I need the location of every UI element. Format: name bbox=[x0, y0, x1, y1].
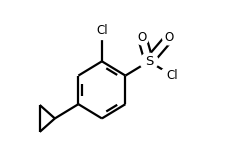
Ellipse shape bbox=[163, 31, 175, 45]
Text: Cl: Cl bbox=[96, 24, 108, 37]
Text: Cl: Cl bbox=[167, 69, 178, 82]
Ellipse shape bbox=[140, 53, 158, 69]
Ellipse shape bbox=[136, 31, 149, 45]
Text: O: O bbox=[164, 31, 174, 44]
Text: O: O bbox=[138, 31, 147, 44]
Ellipse shape bbox=[160, 66, 185, 85]
Ellipse shape bbox=[89, 21, 114, 39]
Text: S: S bbox=[145, 55, 153, 68]
